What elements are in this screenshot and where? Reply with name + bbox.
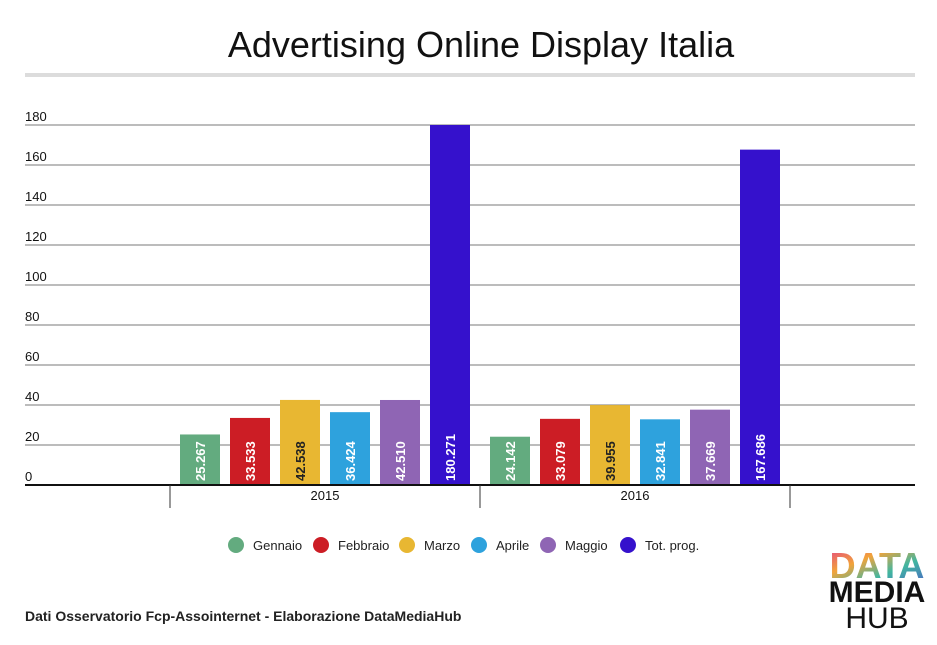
bar [330, 412, 370, 485]
y-tick-label: 120 [25, 229, 47, 244]
legend-swatch [313, 537, 329, 553]
bar [740, 149, 780, 486]
bar [490, 436, 530, 485]
bars: 25.267 24.142 33.533 33.079 42.538 39.955 36.4… [180, 125, 780, 486]
legend-swatch [620, 537, 636, 553]
bar [590, 405, 630, 485]
bar-value-label: 39.955 [603, 441, 618, 481]
source-footer: Dati Osservatorio Fcp-Assointernet - Ela… [25, 608, 461, 624]
y-tick-label: 80 [25, 309, 39, 324]
bar-value-label: 33.533 [243, 441, 258, 481]
legend-label: Aprile [496, 538, 529, 553]
legend-swatch [228, 537, 244, 553]
legend-label: Marzo [424, 538, 460, 553]
legend-label: Febbraio [338, 538, 389, 553]
logo-data-text: DATA [830, 545, 925, 586]
bar [230, 417, 270, 485]
bar [180, 434, 220, 485]
legend-label: Gennaio [253, 538, 302, 553]
bar [430, 125, 470, 485]
x-axis: 2015 2016 [25, 484, 915, 508]
bar-value-label: 36.424 [343, 440, 358, 481]
bar-value-label: 42.510 [393, 441, 408, 481]
logo-hub-text: HUB [845, 602, 908, 635]
legend-swatch [399, 537, 415, 553]
legend-label: Tot. prog. [645, 538, 699, 553]
x-category-label: 2015 [311, 488, 340, 503]
bar-value-label: 32.841 [653, 441, 668, 481]
legend-swatch [540, 537, 556, 553]
title-divider [25, 73, 915, 77]
y-axis-ticks: 0 20 40 60 80 100 120 140 160 180 [25, 109, 47, 484]
bar-value-label: 33.079 [553, 441, 568, 481]
x-category-label: 2016 [621, 488, 650, 503]
bar [640, 419, 680, 485]
y-tick-label: 180 [25, 109, 47, 124]
bar-value-label: 42.538 [293, 441, 308, 481]
bar-value-label: 25.267 [193, 441, 208, 481]
legend-label: Maggio [565, 538, 608, 553]
bar [690, 409, 730, 485]
chart-title: Advertising Online Display Italia [228, 24, 735, 65]
y-tick-label: 60 [25, 349, 39, 364]
bar-value-label: 24.142 [503, 441, 518, 481]
y-tick-label: 160 [25, 149, 47, 164]
legend-swatch [471, 537, 487, 553]
y-tick-label: 100 [25, 269, 47, 284]
legend: Gennaio Febbraio Marzo Aprile Maggio Tot. pro… [228, 537, 699, 553]
bar [280, 399, 320, 485]
bar-value-label: 37.669 [703, 441, 718, 481]
y-tick-label: 20 [25, 429, 39, 444]
bar [380, 399, 420, 485]
logo-media-text: MEDIA [829, 576, 926, 609]
bar-value-label: 167.686 [753, 434, 768, 481]
bar-value-label: 180.271 [443, 434, 458, 481]
bar [540, 418, 580, 485]
y-tick-label: 40 [25, 389, 39, 404]
y-tick-label: 0 [25, 469, 32, 484]
datamediahub-logo: DATA MEDIA HUB [829, 545, 926, 635]
y-tick-label: 140 [25, 189, 47, 204]
